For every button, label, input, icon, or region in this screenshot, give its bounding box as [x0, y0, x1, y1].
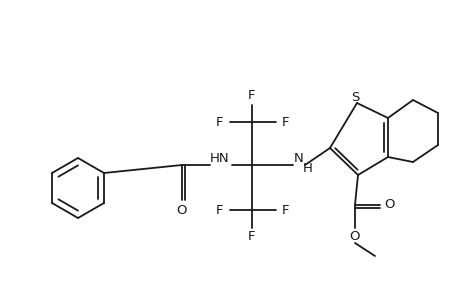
Text: F: F	[216, 203, 223, 217]
Text: O: O	[384, 199, 394, 212]
Text: N: N	[293, 152, 303, 164]
Text: S: S	[350, 91, 358, 103]
Text: HN: HN	[210, 152, 230, 164]
Text: F: F	[216, 116, 223, 128]
Text: F: F	[282, 203, 289, 217]
Text: F: F	[248, 88, 255, 101]
Text: O: O	[176, 205, 187, 218]
Text: H: H	[302, 161, 312, 175]
Text: F: F	[282, 116, 289, 128]
Text: F: F	[248, 230, 255, 244]
Text: O: O	[349, 230, 359, 244]
